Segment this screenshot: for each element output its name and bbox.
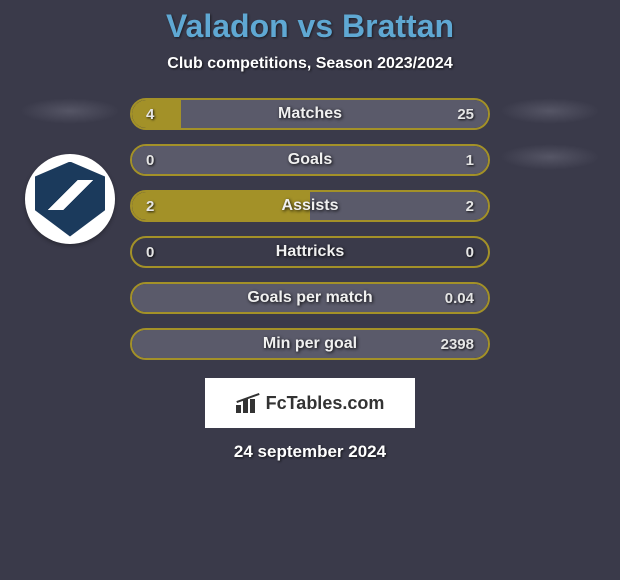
footer-brand-badge: FcTables.com [205,378,415,428]
fctables-logo-icon [236,393,260,413]
stat-value-left: 2 [146,198,154,215]
content-area: 4 Matches 25 0 Goals 1 2 Assists 2 0 Hattricks 0 Goa… [0,98,620,360]
stat-bar: Goals per match 0.04 [130,282,490,314]
stat-bar: 2 Assists 2 [130,190,490,222]
stat-label: Min per goal [263,335,357,353]
player-avatar-placeholder-right-2 [500,144,600,170]
stat-label: Goals per match [247,289,372,307]
left-side-column [10,98,130,360]
stats-bars-column: 4 Matches 25 0 Goals 1 2 Assists 2 0 Hattricks 0 Goa… [130,98,490,360]
stat-value-left: 0 [146,152,154,169]
right-side-column [490,98,610,360]
footer-brand-text: FcTables.com [266,393,385,414]
stat-label: Assists [282,197,339,215]
page-title: Valadon vs Brattan [0,0,620,45]
stat-label: Hattricks [276,243,344,261]
club-badge-left [25,154,115,244]
club-badge-chevron-icon [46,180,95,210]
player-avatar-placeholder-right-1 [500,98,600,124]
stat-bar: 0 Hattricks 0 [130,236,490,268]
stat-label: Matches [278,105,342,123]
stat-bar: Min per goal 2398 [130,328,490,360]
footer-date: 24 september 2024 [0,442,620,462]
club-badge-shield-icon [35,162,105,237]
stat-value-right: 0.04 [445,290,474,307]
stat-value-right: 0 [466,244,474,261]
stat-bar: 4 Matches 25 [130,98,490,130]
stat-label: Goals [288,151,332,169]
stat-value-left: 0 [146,244,154,261]
stat-value-right: 25 [457,106,474,123]
stat-bar-fill-left [132,100,181,128]
page-subtitle: Club competitions, Season 2023/2024 [0,55,620,73]
stat-value-right: 2398 [441,336,474,353]
stat-value-left: 4 [146,106,154,123]
stat-value-right: 2 [466,198,474,215]
player-avatar-placeholder-left [20,98,120,124]
stat-bar: 0 Goals 1 [130,144,490,176]
stat-value-right: 1 [466,152,474,169]
